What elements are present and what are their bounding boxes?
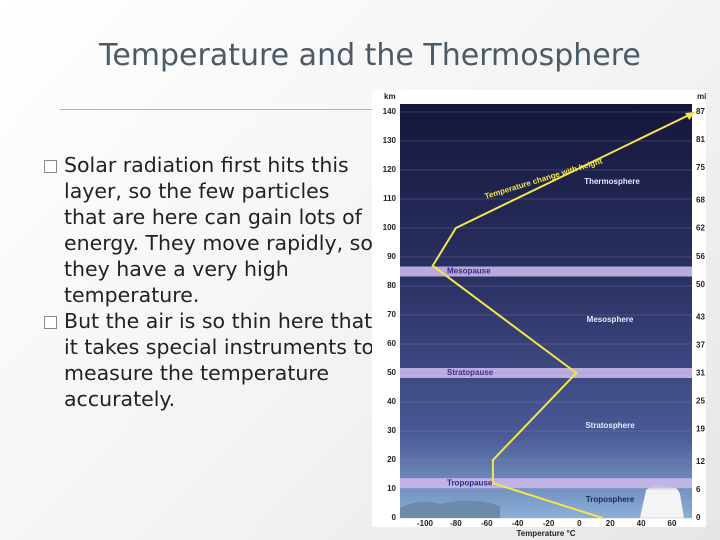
y-tick-label: 0 (392, 513, 397, 522)
x-tick-label: 0 (577, 519, 582, 528)
y2-tick-label: 12 (696, 457, 705, 466)
temperature-profile (431, 111, 696, 519)
y-tick-label: 10 (387, 484, 396, 493)
y2-tick-label: 6 (696, 485, 701, 494)
bullet-text: Solar radiation first hits this layer, s… (64, 153, 373, 307)
y2-tick-label: 81 (696, 135, 705, 144)
y2-tick-label: 68 (696, 196, 705, 205)
y-tick-label: 100 (383, 223, 397, 232)
y-tick-label: 130 (383, 136, 397, 145)
title-rule (60, 109, 380, 110)
y2-tick-label: 75 (696, 163, 705, 172)
sky (400, 104, 692, 518)
x-tick-label: -80 (450, 519, 462, 528)
y2-tick-label: 50 (696, 280, 705, 289)
y-tick-label: 50 (387, 368, 396, 377)
y2-tick-label: 87 (696, 107, 705, 116)
y-tick-label: 70 (387, 310, 396, 319)
x-tick-label: -20 (543, 519, 555, 528)
y2-tick-label: 37 (696, 340, 705, 349)
y-tick-label: 60 (387, 339, 396, 348)
pause-band (400, 478, 692, 489)
mountains (400, 500, 500, 518)
y-tick-label: 90 (387, 252, 396, 261)
pause-label: Mesopause (447, 267, 491, 276)
y-tick-label: 40 (387, 397, 396, 406)
y2-tick-label: 0 (696, 513, 701, 522)
x-tick-label: -40 (512, 519, 524, 528)
y-tick-label: 20 (387, 455, 396, 464)
y-tick-label: 120 (383, 165, 397, 174)
cloud (640, 485, 684, 518)
y2-axis-label: mi (697, 92, 706, 101)
pause-label: Tropopause (447, 478, 493, 487)
x-tick-label: 20 (606, 519, 615, 528)
slide-title: Temperature and the Thermosphere (99, 38, 641, 73)
x-tick-label: -60 (481, 519, 493, 528)
x-tick-label: -100 (417, 519, 434, 528)
y2-tick-label: 31 (696, 368, 705, 377)
layer-label: Stratosphere (585, 421, 635, 430)
y-tick-label: 110 (383, 194, 396, 203)
bullet: But the air is so thin here that it take… (44, 308, 376, 412)
pause-band (400, 266, 692, 277)
y-tick-label: 30 (387, 426, 396, 435)
y-tick-label: 140 (383, 107, 397, 116)
layer-label: Thermosphere (584, 177, 640, 186)
y2-tick-label: 25 (696, 396, 705, 405)
y2-tick-label: 43 (696, 312, 705, 321)
pause-label: Stratopause (447, 368, 494, 377)
x-tick-label: 60 (668, 519, 677, 528)
layer-label: Troposphere (586, 495, 635, 504)
y2-tick-label: 19 (696, 424, 705, 433)
arrow-head (685, 112, 696, 120)
y-axis-label: km (384, 92, 396, 101)
layer-label: Mesosphere (587, 315, 634, 324)
y2-tick-label: 56 (696, 252, 705, 261)
bullet: Solar radiation first hits this layer, s… (44, 152, 376, 308)
x-axis-label: Temperature °C (516, 529, 575, 538)
bullet-text: But the air is so thin here that it take… (64, 309, 375, 411)
y2-tick-label: 62 (696, 224, 705, 233)
y-tick-label: 80 (387, 281, 396, 290)
x-tick-label: 40 (637, 519, 646, 528)
